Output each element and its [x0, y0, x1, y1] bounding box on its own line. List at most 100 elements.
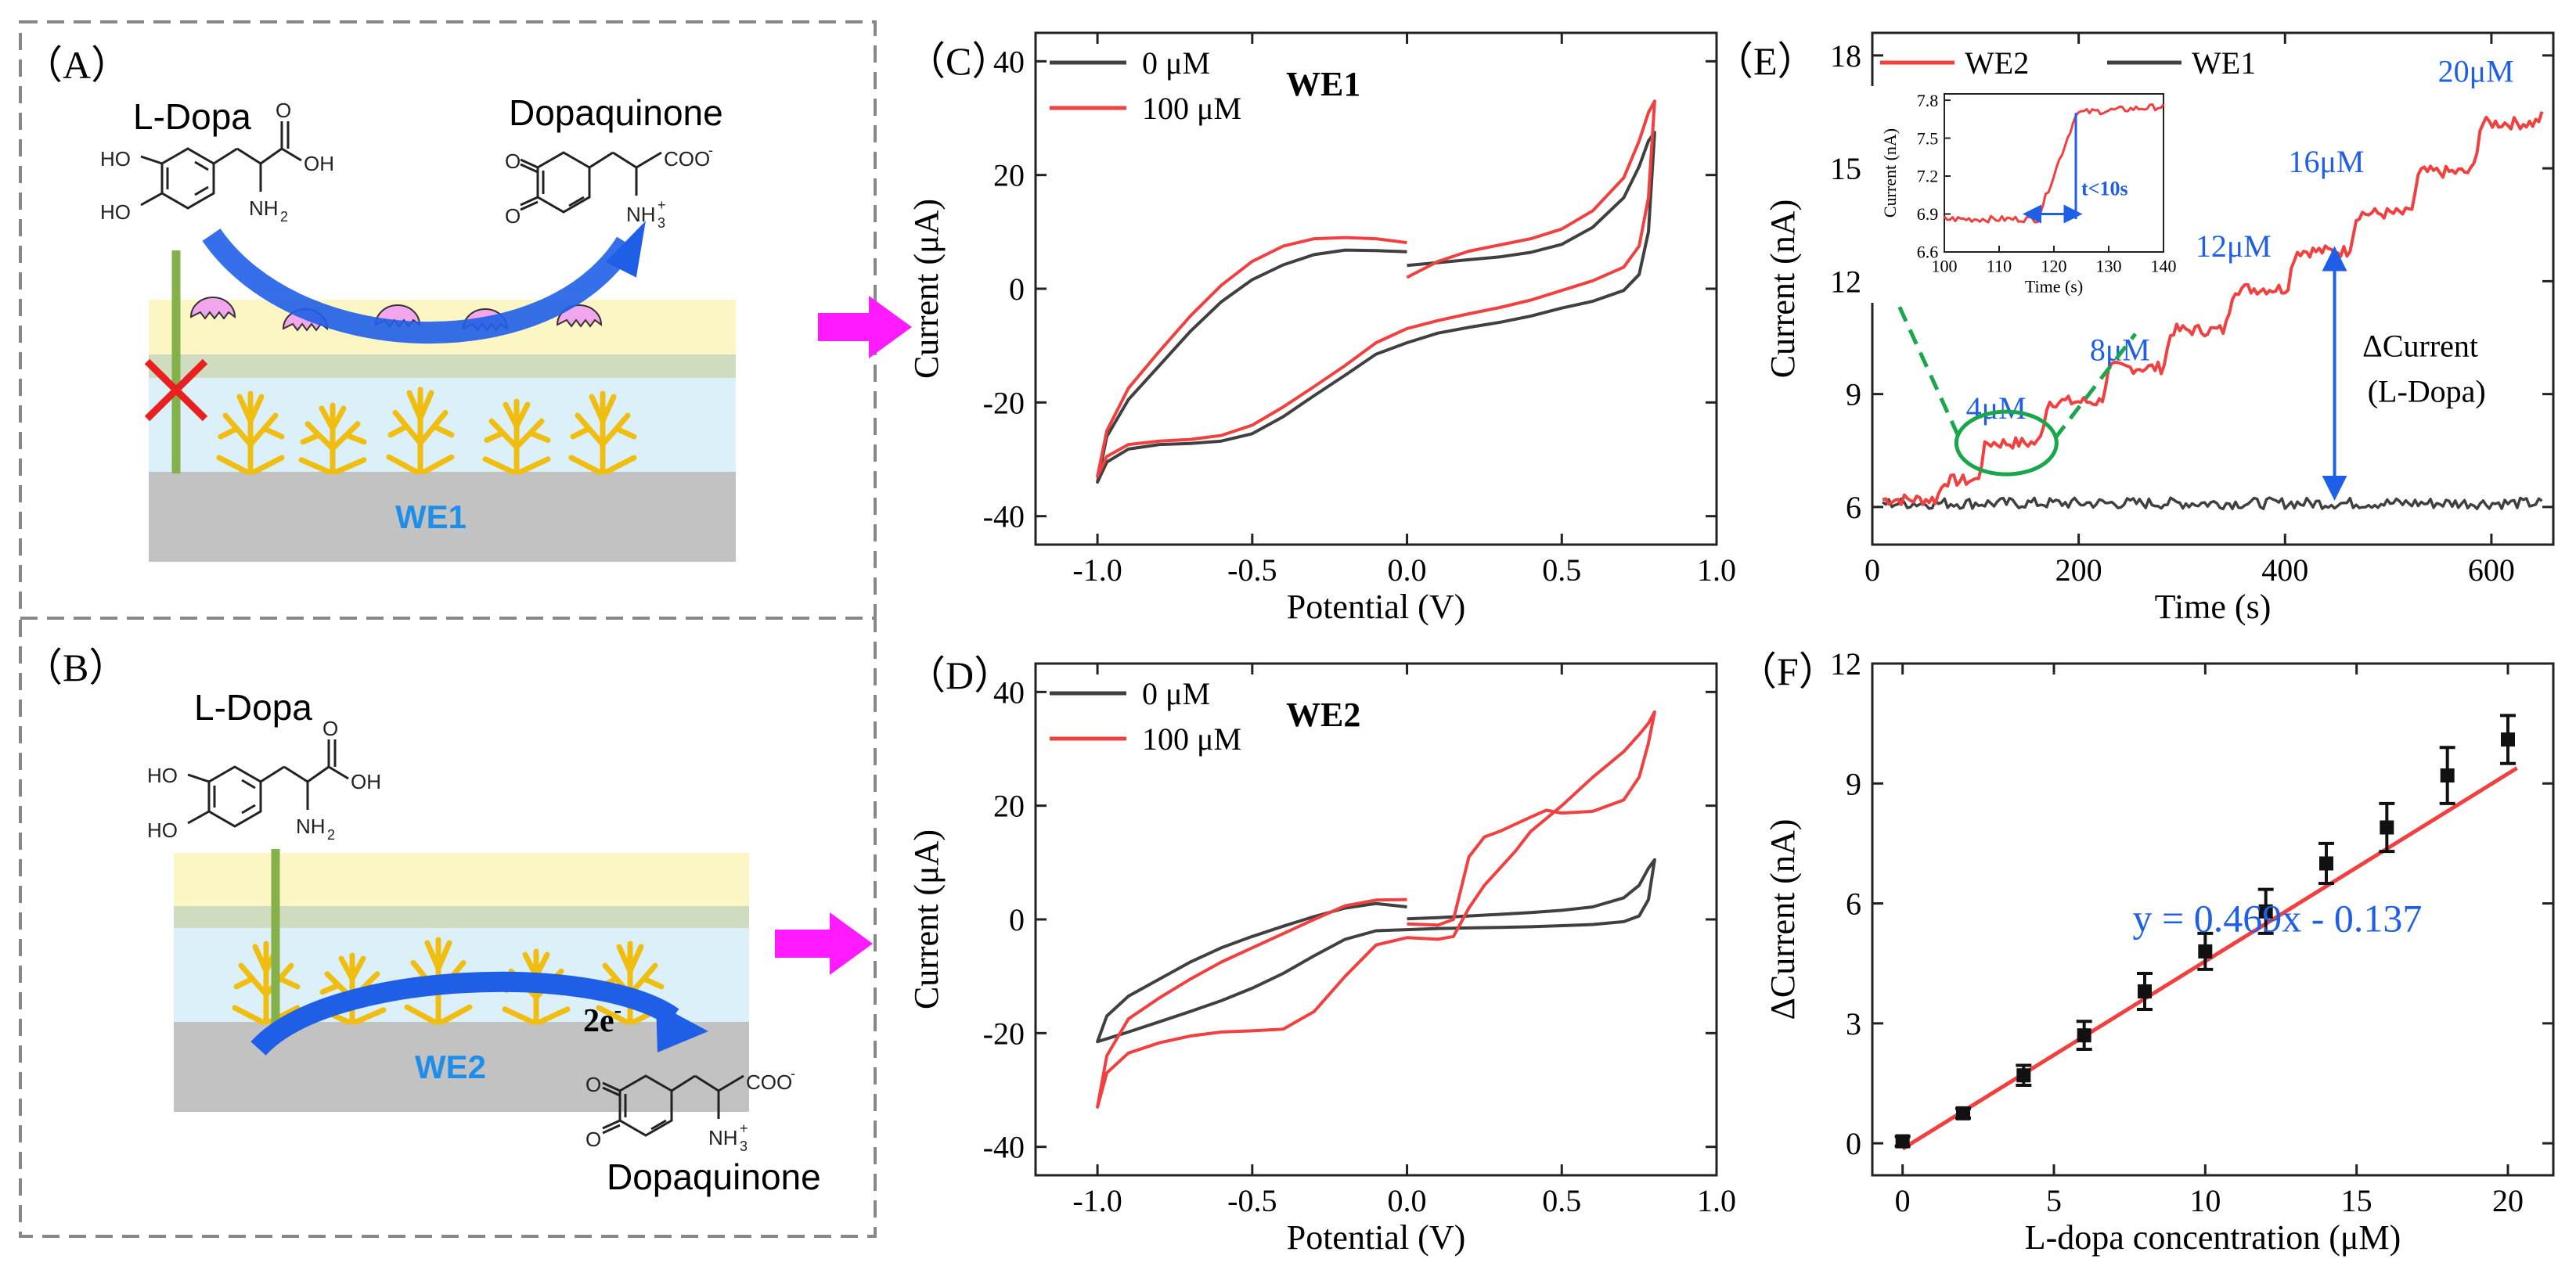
- data-point: [2380, 820, 2394, 835]
- reaction-arrow-a: [202, 228, 636, 344]
- enzyme-layer-b: [174, 853, 749, 906]
- panel-label: （C）: [906, 39, 1011, 83]
- data-point: [2501, 732, 2515, 747]
- dendrite-branch: [232, 1005, 265, 1025]
- y-tick-label: -40: [983, 1130, 1025, 1165]
- y-tick-label: 12: [1830, 646, 1861, 682]
- y-tick-label: 18: [1830, 38, 1861, 74]
- plot-frame: [1034, 31, 1718, 546]
- y-tick-label: 0: [1009, 902, 1025, 937]
- y-tick-label: -20: [983, 1016, 1025, 1051]
- nh2-label: NH: [296, 815, 326, 838]
- nh3-sub: 3: [740, 1139, 748, 1154]
- legend-label: 0 μM: [1142, 45, 1210, 81]
- data-point: [2258, 904, 2273, 919]
- dendrite-branch: [537, 1006, 571, 1025]
- y-tick-label: 40: [993, 44, 1025, 79]
- y-axis-label: Current (nA): [1764, 200, 1802, 379]
- y-tick-label: 40: [993, 674, 1025, 710]
- fit-equation: y = 0.469x - 0.137: [2133, 896, 2423, 940]
- schematic-panel-a: （A） L-Dopa Dopaquinone HO HO O OH NH 2: [19, 20, 877, 620]
- y-tick-label: 20: [993, 789, 1025, 824]
- oxidation-arrowhead-b: [656, 1003, 708, 1052]
- o-label: O: [322, 717, 338, 740]
- x-tick-label: 0: [1895, 1183, 1911, 1218]
- cv-series-line: [1096, 710, 1656, 1109]
- nh2-sub: 2: [280, 209, 288, 225]
- x-tick-label: 140: [2151, 256, 2177, 275]
- dendrite-branch: [319, 405, 336, 432]
- x-tick-label: 110: [1987, 256, 2012, 275]
- panel-a-reactant: L-Dopa: [133, 96, 251, 137]
- cv-series-line: [1096, 131, 1656, 484]
- ho-label: HO: [147, 764, 178, 787]
- x-tick-label: -1.0: [1072, 552, 1122, 588]
- ho-label: HO: [100, 147, 131, 171]
- dendrite-branch: [603, 455, 637, 475]
- coo-sup: -: [791, 1066, 795, 1081]
- dendrite-branch: [319, 982, 341, 995]
- y-tick-label: 6: [1846, 490, 1861, 525]
- x-tick-label: -0.5: [1227, 552, 1277, 588]
- nh3-label: NH: [708, 1126, 738, 1149]
- nh3-label: NH: [626, 203, 656, 226]
- dendrite-branch: [236, 394, 254, 424]
- dendrite: [482, 398, 551, 475]
- electron-count: 2e: [583, 1003, 614, 1039]
- legend-label: 0 μM: [1142, 676, 1210, 711]
- dendrite-branch: [517, 456, 551, 475]
- dendrite-branch: [435, 940, 452, 972]
- y-axis-label: Current (nA): [1880, 128, 1900, 218]
- coo-sup: -: [708, 142, 713, 158]
- we2-trace: [1882, 111, 2544, 506]
- electron-sup: -: [614, 998, 621, 1023]
- dendrite-branch: [386, 454, 420, 475]
- y-tick-label: 6: [1846, 887, 1861, 922]
- x-tick-label: 0.5: [1542, 552, 1581, 588]
- dendrite: [216, 390, 285, 475]
- dendrite-branch: [406, 390, 423, 422]
- x-tick-label: 1.0: [1697, 552, 1736, 588]
- link-arrows: [775, 296, 912, 975]
- y-tick-label: 12: [1830, 264, 1861, 299]
- fit-line: [1901, 766, 2518, 1151]
- panel-a-label: （A）: [23, 43, 130, 87]
- x-axis-label: Time (s): [2155, 588, 2272, 626]
- data-point: [2440, 768, 2455, 783]
- l-dopa-structure-a: [140, 121, 302, 210]
- l-dopa-labels-a: HO HO O OH NH 2: [100, 99, 334, 225]
- dendrite-branch: [641, 976, 665, 990]
- y-tick-label: 20: [993, 158, 1025, 193]
- dendrite: [298, 402, 367, 475]
- electrode-a: [149, 472, 736, 562]
- coo-label: COO: [664, 147, 710, 171]
- dendrites-a: [216, 387, 637, 475]
- y-tick-label: 7.2: [1917, 167, 1939, 186]
- concentration-label: 20μM: [2438, 54, 2514, 89]
- y-tick-label: -20: [983, 385, 1025, 420]
- nh2-label: NH: [249, 196, 279, 220]
- reaction-arrowhead-a: [605, 221, 646, 278]
- membrane-layer-a: [149, 354, 736, 378]
- dendrite: [568, 390, 637, 475]
- x-tick-label: 0.0: [1388, 1183, 1427, 1218]
- ho-label: HO: [100, 200, 131, 224]
- zoom-line: [1886, 280, 1960, 437]
- oxidation-arrow-b: [250, 971, 679, 1056]
- dendrite-branch: [218, 426, 240, 440]
- zoom-line: [2053, 333, 2138, 440]
- y-tick-label: 3: [1846, 1006, 1861, 1041]
- electron-label: 2e-: [583, 998, 621, 1039]
- zoom-ellipse: [1954, 409, 2059, 477]
- nh3-sup: +: [658, 197, 666, 213]
- coo-label: COO: [746, 1070, 792, 1094]
- data-point: [1956, 1106, 1970, 1121]
- x-tick-label: 15: [2341, 1183, 2372, 1218]
- dendrite-branch: [503, 401, 520, 429]
- y-tick-label: 0: [1846, 1126, 1861, 1161]
- o-label: O: [585, 1073, 601, 1096]
- o-label: O: [505, 204, 521, 228]
- dendrite-branch: [589, 394, 606, 424]
- chart-title: WE2: [1286, 696, 1360, 734]
- y-axis-label: Current (μA): [907, 829, 946, 1009]
